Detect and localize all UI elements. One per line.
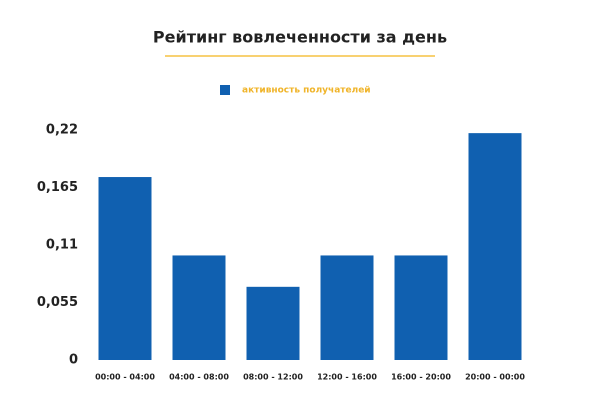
y-tick-label: 0,22 — [46, 123, 78, 138]
x-tick-label: 08:00 - 12:00 — [243, 373, 303, 382]
bar — [320, 255, 374, 360]
bar — [98, 177, 152, 360]
y-tick-label: 0,11 — [46, 238, 78, 253]
x-tick-label: 04:00 - 08:00 — [169, 373, 229, 382]
legend-label: активность получателей — [242, 86, 371, 96]
x-tick-label: 12:00 - 16:00 — [317, 373, 377, 382]
x-tick-label: 20:00 - 00:00 — [465, 373, 525, 382]
legend-swatch — [220, 85, 230, 95]
bar — [468, 133, 522, 360]
y-tick-label: 0,055 — [37, 295, 78, 310]
x-tick-label: 16:00 - 20:00 — [391, 373, 451, 382]
y-tick-label: 0,165 — [37, 180, 78, 195]
bar — [246, 286, 300, 360]
bar — [394, 255, 448, 360]
chart-title: Рейтинг вовлеченности за день — [153, 28, 447, 47]
x-tick-label: 00:00 - 04:00 — [95, 373, 155, 382]
y-tick-label: 0 — [69, 353, 78, 368]
bar — [172, 255, 226, 360]
